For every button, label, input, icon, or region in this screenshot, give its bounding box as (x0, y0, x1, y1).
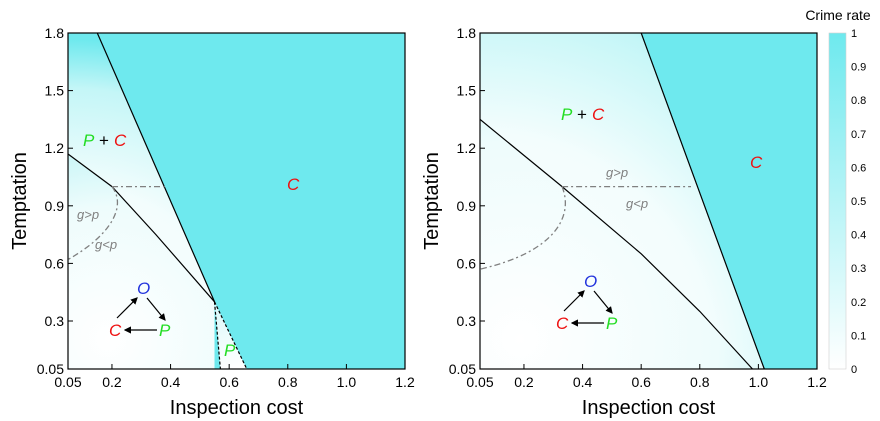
colorbar-tick-label: 0 (851, 364, 857, 376)
x-tick-label: 0.4 (161, 374, 181, 390)
x-tick-label: 0.6 (631, 374, 651, 390)
cycle-arrow-o-p (146, 297, 166, 321)
colorbar-tick-label: 0.5 (851, 196, 866, 208)
label-g-lt-p: g<p (626, 196, 648, 211)
g-eq-p-curve (68, 186, 119, 261)
colorbar-tick-label: 0.7 (851, 129, 866, 141)
y-tick-label: 1.5 (457, 83, 477, 99)
label-g-gt-p: g>p (77, 207, 99, 222)
y-tick-label: 1.8 (45, 25, 65, 41)
boundary-p-left (213, 301, 221, 369)
plot-area-2 (480, 33, 817, 369)
boundary-p-right (213, 301, 248, 369)
label-c-region: C (287, 175, 300, 194)
g-eq-p-curve (480, 186, 566, 270)
cycle-o: O (584, 272, 597, 291)
panel-1: 0.05 0.2 0.4 0.6 0.8 1.0 1.2 1.8 1.5 1.2 0.9 0.6 0.3… (9, 25, 415, 419)
label-g-lt-p: g<p (95, 237, 117, 252)
label-pc-plus: + (577, 105, 587, 124)
x-tick-label: 0.8 (278, 374, 298, 390)
panel-2: 0.05 0.2 0.4 0.6 0.8 1.0 1.2 1.8 1.5 1.2 0.9 0.6 0.3… (421, 25, 827, 419)
cycle-arrow-o-p (593, 290, 613, 314)
y-tick-label: 1.2 (457, 140, 477, 156)
x-tick-label: 1.0 (337, 374, 357, 390)
colorbar-tick-label: 0.3 (851, 263, 866, 275)
y-tick-label: 0.3 (45, 313, 65, 329)
x-tick-label: 0.6 (219, 374, 239, 390)
colorbar-tick-label: 0.2 (851, 297, 866, 309)
cycle-arrow-c-o (563, 290, 585, 312)
y-tick-label: 0.6 (45, 255, 65, 271)
boundary-cyclic (480, 118, 753, 369)
boundary-cyclic (68, 153, 215, 303)
cycle-arrow-c-o (116, 297, 138, 319)
cycle-p: P (159, 321, 171, 340)
y-axis-label: Temptation (9, 152, 31, 250)
plot-frame (479, 32, 818, 370)
y-tick-label: 1.8 (457, 25, 477, 41)
colorbar-tick-label: 0.9 (851, 62, 866, 74)
y-tick-label: 0.9 (457, 198, 477, 214)
cycle-o: O (137, 279, 150, 298)
label-pc-c: C (114, 131, 127, 150)
x-axis-label: Inspection cost (170, 397, 304, 419)
region-cyclic (68, 154, 215, 369)
x-tick-label: 1.2 (395, 374, 415, 390)
label-pc-plus: + (99, 131, 109, 150)
x-tick-label: 0.2 (514, 374, 534, 390)
label-c-region: C (750, 153, 763, 172)
plot-frame (67, 32, 406, 370)
y-tick-label: 0.05 (449, 361, 476, 377)
cycle-c: C (556, 314, 569, 333)
y-tick-label: 0.9 (45, 198, 65, 214)
region-cyclic (480, 119, 753, 369)
colorbar-tick-label: 0.8 (851, 95, 866, 107)
colorbar-tick-label: 0.6 (851, 162, 866, 174)
plot-area-1 (68, 33, 405, 369)
y-tick-label: 0.3 (457, 313, 477, 329)
colorbar-tick-label: 0.4 (851, 230, 866, 242)
colorbar-tick-label: 1 (851, 28, 857, 40)
label-p-region: P (224, 341, 236, 360)
y-tick-label: 1.5 (45, 83, 65, 99)
label-pc-p: P (561, 105, 573, 124)
x-tick-label: 1.2 (807, 374, 827, 390)
cycle-c: C (109, 321, 122, 340)
boundary-pc-c (640, 33, 765, 369)
x-tick-label: 1.0 (749, 374, 769, 390)
x-tick-label: 0.4 (573, 374, 593, 390)
cycle-p: P (606, 314, 618, 333)
y-tick-label: 0.6 (457, 255, 477, 271)
colorbar-title: Crime rate (805, 7, 871, 23)
x-tick-label: 0.05 (466, 374, 493, 390)
y-tick-label: 0.05 (37, 361, 64, 377)
y-axis-label: Temptation (421, 152, 443, 250)
x-tick-label: 0.05 (54, 374, 81, 390)
x-tick-label: 0.8 (690, 374, 710, 390)
label-g-gt-p: g>p (606, 165, 628, 180)
boundary-pc-c (96, 33, 216, 303)
colorbar-bar (828, 32, 847, 370)
y-tick-label: 1.2 (45, 140, 65, 156)
label-pc-p: P (83, 131, 95, 150)
label-pc-c: C (592, 105, 605, 124)
x-tick-label: 0.2 (102, 374, 122, 390)
colorbar-tick-label: 0.1 (851, 330, 866, 342)
x-axis-label: Inspection cost (582, 397, 716, 419)
